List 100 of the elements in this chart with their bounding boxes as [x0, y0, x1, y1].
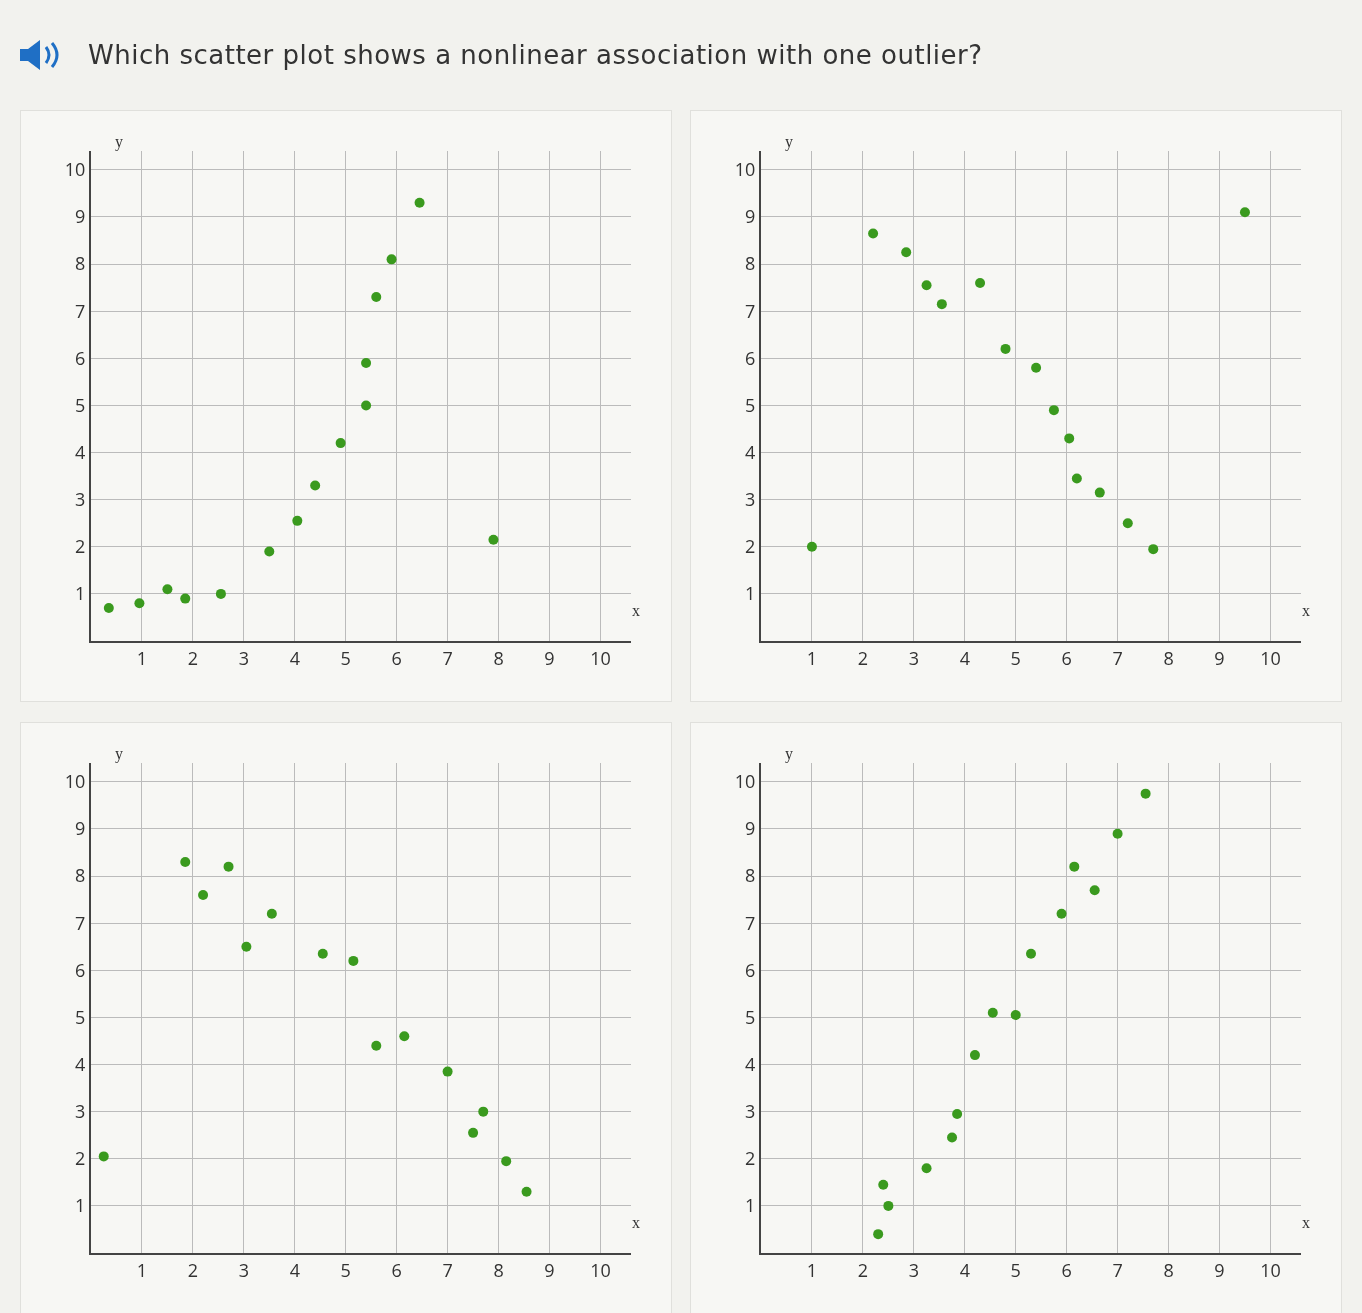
- point: [1148, 544, 1159, 555]
- point: [317, 948, 328, 959]
- point: [921, 280, 932, 291]
- x-tick-label: 4: [289, 645, 300, 670]
- point: [969, 1050, 980, 1061]
- x-tick-label: 5: [340, 1257, 351, 1282]
- y-tick-label: 9: [75, 816, 86, 841]
- x-tick-label: 3: [238, 645, 249, 670]
- x-tick-label: 6: [391, 645, 402, 670]
- x-tick-label: 2: [857, 645, 869, 670]
- point: [521, 1186, 532, 1197]
- x-tick-label: 5: [1010, 1257, 1021, 1282]
- x-tick-label: 6: [1061, 1257, 1072, 1282]
- point: [478, 1106, 489, 1117]
- y-tick-label: 1: [745, 1193, 756, 1218]
- point: [1000, 343, 1011, 354]
- x-tick-label: 1: [136, 645, 148, 670]
- y-tick-label: 4: [745, 1051, 756, 1076]
- y-axis-title: y: [115, 745, 123, 763]
- y-tick-label: 3: [745, 1098, 756, 1123]
- x-tick-label: 3: [908, 645, 919, 670]
- y-tick-label: 1: [745, 581, 756, 606]
- point: [180, 856, 191, 867]
- point: [1064, 433, 1075, 444]
- point: [987, 1007, 998, 1018]
- y-tick-label: 1: [75, 581, 86, 606]
- x-tick-label: 10: [1260, 645, 1281, 670]
- x-tick-label: 7: [1112, 645, 1123, 670]
- y-axis-title: y: [115, 133, 123, 151]
- y-tick-label: 8: [75, 251, 86, 276]
- y-tick-label: 6: [745, 957, 756, 982]
- y-tick-label: 6: [75, 345, 86, 370]
- y-tick-label: 10: [64, 769, 86, 794]
- x-tick-label: 7: [442, 645, 453, 670]
- x-tick-label: 5: [1010, 645, 1021, 670]
- x-tick-label: 1: [806, 1257, 818, 1282]
- point: [883, 1200, 894, 1211]
- x-tick-label: 9: [544, 645, 555, 670]
- point: [241, 941, 252, 952]
- x-tick-label: 7: [1112, 1257, 1123, 1282]
- y-tick-label: 1: [75, 1193, 86, 1218]
- y-tick-label: 9: [75, 204, 86, 229]
- x-tick-label: 4: [959, 645, 970, 670]
- x-tick-label: 3: [908, 1257, 919, 1282]
- point: [921, 1163, 932, 1174]
- x-tick-label: 2: [187, 645, 199, 670]
- point: [264, 546, 275, 557]
- x-tick-label: 3: [238, 1257, 249, 1282]
- y-tick-label: 7: [745, 910, 756, 935]
- point: [1239, 207, 1250, 218]
- x-tick-label: 10: [590, 1257, 611, 1282]
- point: [180, 593, 191, 604]
- point: [873, 1229, 884, 1240]
- y-axis-title: y: [785, 133, 793, 151]
- y-tick-label: 9: [745, 816, 756, 841]
- x-axis-title: x: [1302, 1214, 1310, 1231]
- point: [103, 603, 114, 614]
- point: [1112, 828, 1123, 839]
- point: [468, 1127, 479, 1138]
- y-tick-label: 5: [75, 392, 86, 417]
- y-tick-label: 6: [75, 957, 86, 982]
- x-tick-label: 5: [340, 645, 351, 670]
- point: [1031, 362, 1042, 373]
- y-tick-label: 7: [75, 910, 86, 935]
- point: [1048, 405, 1059, 416]
- y-axis-title: y: [785, 745, 793, 763]
- x-axis-title: x: [1302, 602, 1310, 619]
- point: [348, 955, 359, 966]
- y-tick-label: 2: [75, 1146, 86, 1171]
- point: [162, 584, 173, 595]
- x-tick-label: 2: [857, 1257, 869, 1282]
- x-tick-label: 10: [590, 645, 611, 670]
- y-tick-label: 10: [64, 157, 86, 182]
- x-tick-label: 8: [1163, 645, 1174, 670]
- point: [901, 247, 912, 258]
- point: [1069, 861, 1080, 872]
- x-tick-label: 7: [442, 1257, 453, 1282]
- point: [868, 228, 879, 239]
- y-tick-label: 7: [745, 298, 756, 323]
- point: [361, 358, 372, 369]
- chart-title: Which scatter plot shows a nonlinear association with one outlier?: [88, 40, 983, 70]
- y-tick-label: 8: [745, 863, 756, 888]
- point: [371, 292, 382, 303]
- point: [1071, 473, 1082, 484]
- y-tick-label: 4: [745, 439, 756, 464]
- y-tick-label: 2: [75, 534, 86, 559]
- point: [806, 541, 817, 552]
- y-tick-label: 3: [75, 486, 86, 511]
- point: [198, 889, 209, 900]
- y-tick-label: 8: [745, 251, 756, 276]
- point: [1056, 908, 1067, 919]
- point: [488, 534, 499, 545]
- y-tick-label: 10: [734, 157, 756, 182]
- point: [1140, 788, 1151, 799]
- point: [223, 861, 234, 872]
- point: [952, 1109, 963, 1120]
- point: [414, 197, 425, 208]
- x-tick-label: 4: [959, 1257, 970, 1282]
- x-tick-label: 2: [187, 1257, 199, 1282]
- y-tick-label: 5: [745, 1004, 756, 1029]
